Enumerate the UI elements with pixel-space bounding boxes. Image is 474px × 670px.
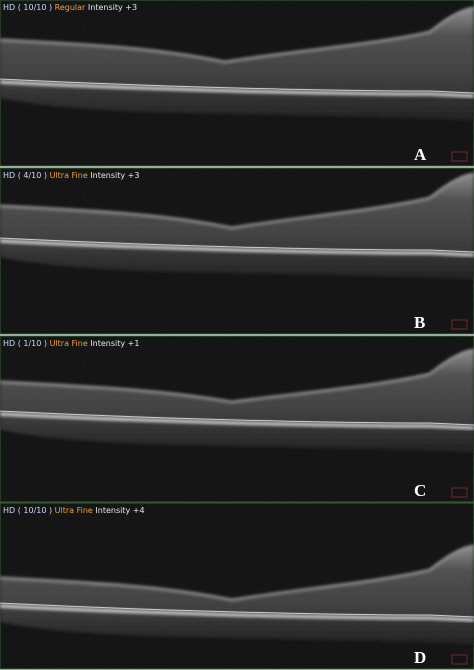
scan-intensity: Intensity +1 <box>90 339 139 348</box>
scan-intensity: Intensity +4 <box>95 506 144 515</box>
scan-mode: Regular <box>55 3 86 12</box>
scan-intensity: Intensity +3 <box>90 171 139 180</box>
scan-density: HD ( 4/10 ) <box>3 171 47 180</box>
oct-panel: HD ( 10/10 ) Ultra Fine Intensity +4 D <box>0 502 474 670</box>
scan-indicator <box>451 319 468 330</box>
panel-label: C <box>414 481 426 500</box>
scan-mode: Ultra Fine <box>50 171 88 180</box>
panel-label: A <box>414 145 427 164</box>
scan-density: HD ( 10/10 ) <box>3 3 52 12</box>
oct-panel: HD ( 1/10 ) Ultra Fine Intensity +1 C <box>0 335 474 503</box>
panel-label: B <box>414 313 425 332</box>
speckle <box>0 0 474 166</box>
scan-mode: Ultra Fine <box>55 506 93 515</box>
scan-intensity: Intensity +3 <box>88 3 137 12</box>
oct-panel: HD ( 4/10 ) Ultra Fine Intensity +3 B <box>0 167 474 335</box>
scan-mode: Ultra Fine <box>50 339 88 348</box>
scan-header: HD ( 1/10 ) Ultra Fine Intensity +1 <box>3 339 139 348</box>
scan-header: HD ( 10/10 ) Regular Intensity +3 <box>3 3 137 12</box>
scan-density: HD ( 1/10 ) <box>3 339 47 348</box>
scan-indicator <box>451 151 468 162</box>
speckle <box>0 336 474 502</box>
scan-header: HD ( 4/10 ) Ultra Fine Intensity +3 <box>3 171 139 180</box>
speckle <box>0 168 474 334</box>
scan-density: HD ( 10/10 ) <box>3 506 52 515</box>
scan-indicator <box>451 487 468 498</box>
scan-indicator <box>451 654 468 665</box>
scan-header: HD ( 10/10 ) Ultra Fine Intensity +4 <box>3 506 145 515</box>
oct-panel: HD ( 10/10 ) Regular Intensity +3 A <box>0 0 474 167</box>
speckle <box>0 503 474 669</box>
panel-label: D <box>414 648 426 667</box>
